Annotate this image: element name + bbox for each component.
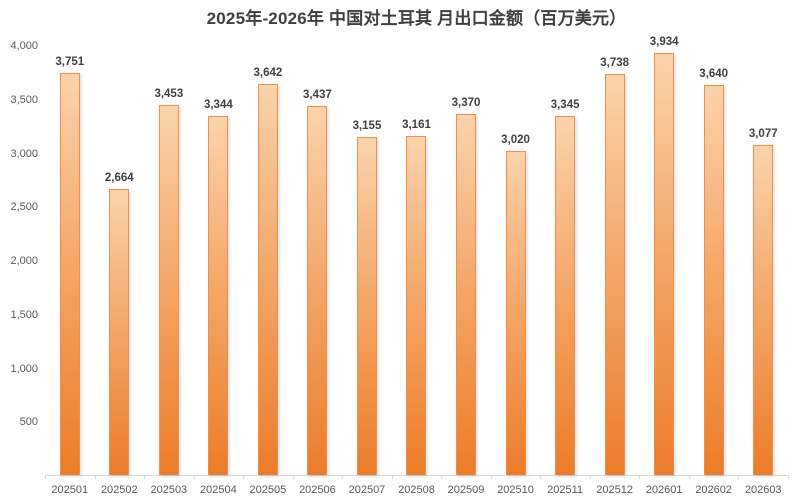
bar-column: 3,642: [243, 46, 293, 475]
x-tick-label: 202602: [695, 484, 733, 496]
x-axis-tick: [243, 475, 245, 479]
x-tick-label: 202501: [51, 484, 89, 496]
bar-column: 3,077: [738, 46, 788, 475]
bar-value-label: 3,751: [55, 55, 85, 68]
bar-value-label: 3,640: [699, 67, 729, 80]
bar: [555, 116, 576, 475]
y-tick-label: 1,500: [10, 308, 38, 321]
x-axis-tick: [441, 475, 443, 479]
bar: [208, 116, 229, 475]
bar-column: 3,155: [342, 46, 392, 475]
x-tick-label: 202505: [249, 484, 287, 496]
bar: [505, 151, 526, 475]
x-axis-labels: 202501 202502 202503 202504 202505 202506 2025…: [45, 484, 788, 500]
bar-column: 3,020: [491, 46, 541, 475]
y-tick-label: 3,000: [10, 147, 38, 160]
x-axis-tick: [589, 475, 591, 479]
bar-column: 3,344: [194, 46, 244, 475]
y-tick-label: 2,500: [10, 201, 38, 214]
bar-value-label: 3,437: [303, 89, 332, 102]
bar-value-label: 3,344: [203, 99, 233, 112]
bar: [109, 189, 130, 475]
bar-column: 3,437: [293, 46, 343, 475]
bar: [307, 106, 328, 475]
bar-value-label: 3,161: [402, 118, 431, 131]
bar-value-label: 3,345: [550, 99, 580, 112]
bar-column: 3,738: [590, 46, 640, 475]
x-tick-label: 202504: [200, 484, 237, 496]
bar: [406, 135, 427, 475]
y-tick-label: 3,500: [10, 93, 38, 106]
bar: [703, 84, 724, 475]
x-axis-tick: [193, 475, 195, 479]
bar-column: 3,345: [540, 46, 590, 475]
y-tick-label: 1,000: [10, 362, 38, 375]
bar: [356, 136, 377, 475]
bar-value-label: 3,370: [451, 96, 481, 109]
x-axis-tick: [391, 475, 393, 479]
bar-value-label: 2,664: [104, 172, 134, 185]
bar: [753, 145, 774, 475]
x-tick-label: 202507: [348, 484, 386, 496]
x-axis-tick: [639, 475, 641, 479]
x-tick-label: 202601: [645, 484, 683, 496]
bar-value-label: 3,934: [649, 36, 679, 49]
x-axis-tick: [144, 475, 146, 479]
y-tick-label: 500: [19, 416, 38, 429]
x-tick-label: 202509: [447, 484, 485, 496]
bar-column: 3,934: [639, 36, 689, 475]
x-axis-tick: [94, 475, 96, 479]
bar-column: 3,751: [45, 46, 95, 475]
bar-value-label: 3,077: [748, 128, 778, 140]
bar-column: 3,640: [689, 46, 739, 475]
bar-column: 3,370: [441, 46, 491, 475]
bar-column: 2,664: [95, 46, 145, 475]
bar: [257, 84, 278, 475]
x-tick-label: 202511: [547, 484, 584, 496]
x-tick-label: 202502: [100, 484, 138, 496]
bar: [59, 72, 80, 475]
x-tick-label: 202503: [150, 484, 188, 496]
x-tick-label: 202510: [497, 484, 534, 496]
x-axis-tick: [490, 475, 492, 479]
bar-column: 3,161: [392, 46, 442, 475]
x-axis-tick: [688, 475, 690, 479]
bar-value-label: 3,453: [154, 87, 184, 100]
x-tick-label: 202506: [299, 484, 336, 496]
bar-value-label: 3,020: [501, 134, 530, 147]
x-axis-tick: [45, 475, 46, 479]
y-tick-label: 4,000: [10, 40, 38, 52]
x-tick-label: 202508: [398, 484, 435, 496]
bar-column: 3,453: [144, 46, 194, 475]
x-axis-tick: [788, 475, 789, 479]
bar: [456, 113, 477, 475]
bar: [604, 74, 625, 475]
x-tick-label: 202603: [744, 484, 782, 496]
x-axis-tick: [540, 475, 542, 479]
y-tick-label: 2,000: [10, 255, 38, 267]
bar: [654, 53, 675, 475]
x-axis-tick: [292, 475, 294, 479]
bar-value-label: 3,642: [253, 67, 283, 80]
chart-title: 2025年-2026年 中国对土耳其 月出口金额（百万美元）: [206, 9, 627, 28]
plot-area: 3,751 2,664 3,453 3,344 3,642 3,437 3,155 3,161…: [45, 36, 789, 479]
x-axis-tick: [342, 475, 344, 479]
x-tick-label: 202512: [596, 484, 633, 496]
bar-value-label: 3,155: [352, 119, 382, 132]
bar: [158, 104, 179, 475]
bar-value-label: 3,738: [600, 57, 630, 70]
x-axis-tick: [738, 475, 740, 479]
y-axis: 500 1,000 1,500 2,000 2,500 3,000 3,500 4,000: [0, 40, 40, 476]
